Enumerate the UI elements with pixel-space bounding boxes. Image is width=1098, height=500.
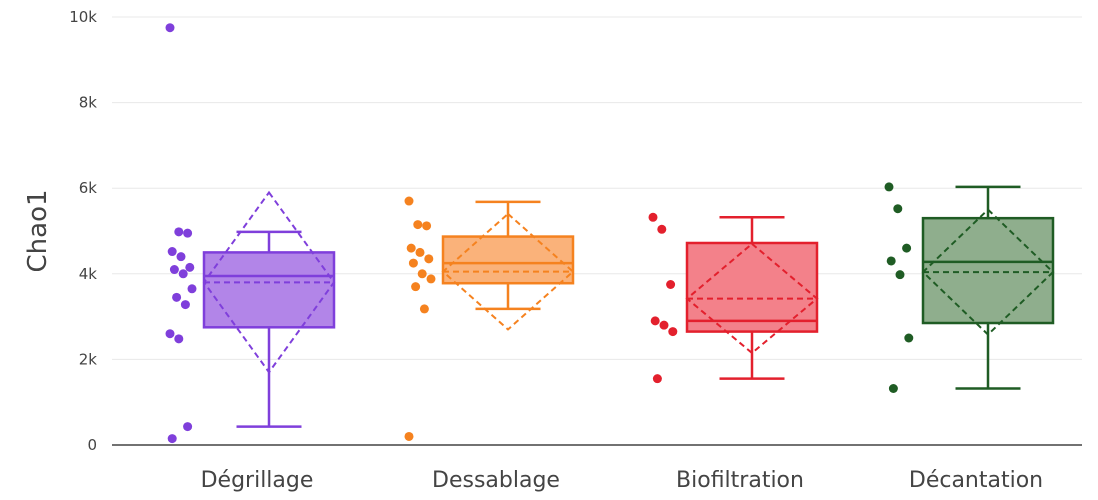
data-point (657, 224, 667, 234)
data-point (424, 254, 434, 264)
data-point (902, 243, 912, 253)
data-point (404, 431, 414, 441)
data-point (404, 196, 414, 206)
data-point (886, 256, 896, 266)
x-category-label: Dessablage (432, 468, 560, 493)
x-category-label: Dégrillage (201, 468, 314, 493)
y-tick-label: 6k (79, 179, 98, 197)
y-tick-label: 4k (79, 265, 98, 283)
data-point (183, 228, 193, 238)
data-point (893, 204, 903, 214)
data-point (417, 269, 427, 279)
data-point (884, 182, 894, 192)
data-point (165, 329, 175, 339)
box (202, 251, 336, 329)
box (441, 235, 575, 285)
data-point (185, 262, 195, 272)
data-point (406, 243, 416, 253)
x-category-label: Biofiltration (676, 468, 804, 493)
sd-diamond (202, 190, 336, 374)
data-point (178, 269, 188, 279)
data-point (668, 327, 678, 337)
data-point (174, 334, 184, 344)
data-point (650, 316, 660, 326)
data-point (165, 23, 175, 33)
data-point (167, 434, 177, 444)
data-point (422, 221, 432, 231)
data-point (419, 304, 429, 314)
box (685, 241, 819, 333)
x-category-labels: Dégrillage Dessablage Biofiltration Décanta… (201, 468, 1044, 493)
series-3 (884, 182, 1055, 394)
y-tick-label: 0 (87, 436, 97, 454)
series-1 (404, 196, 575, 441)
data-point (413, 220, 423, 230)
data-point (888, 384, 898, 394)
data-point (167, 247, 177, 257)
data-point (426, 274, 436, 284)
x-category-label: Décantation (909, 468, 1043, 493)
data-point (183, 422, 193, 432)
series-layer (165, 23, 1055, 444)
data-point (415, 247, 425, 257)
y-tick-label: 8k (79, 94, 98, 112)
data-point (176, 252, 186, 262)
data-point (648, 212, 658, 222)
sd-diamond (685, 242, 819, 355)
data-point (666, 280, 676, 289)
y-tick-labels: 0 2k 4k 6k 8k 10k (69, 8, 97, 454)
data-point (187, 284, 197, 294)
y-axis-title: Chao1 (23, 189, 53, 272)
data-point (652, 374, 662, 384)
y-tick-label: 10k (69, 8, 97, 26)
data-point (169, 265, 179, 275)
data-point (408, 258, 418, 268)
box (921, 216, 1055, 325)
sd-diamond (921, 208, 1055, 336)
series-2 (648, 212, 819, 384)
data-point (904, 333, 914, 343)
y-tick-label: 2k (79, 350, 98, 368)
data-point (411, 282, 421, 292)
data-point (180, 300, 190, 310)
data-point (895, 270, 905, 280)
data-point (659, 320, 669, 330)
data-point (174, 227, 184, 237)
sd-diamond (441, 212, 575, 331)
series-0 (165, 23, 336, 444)
data-point (172, 292, 182, 302)
